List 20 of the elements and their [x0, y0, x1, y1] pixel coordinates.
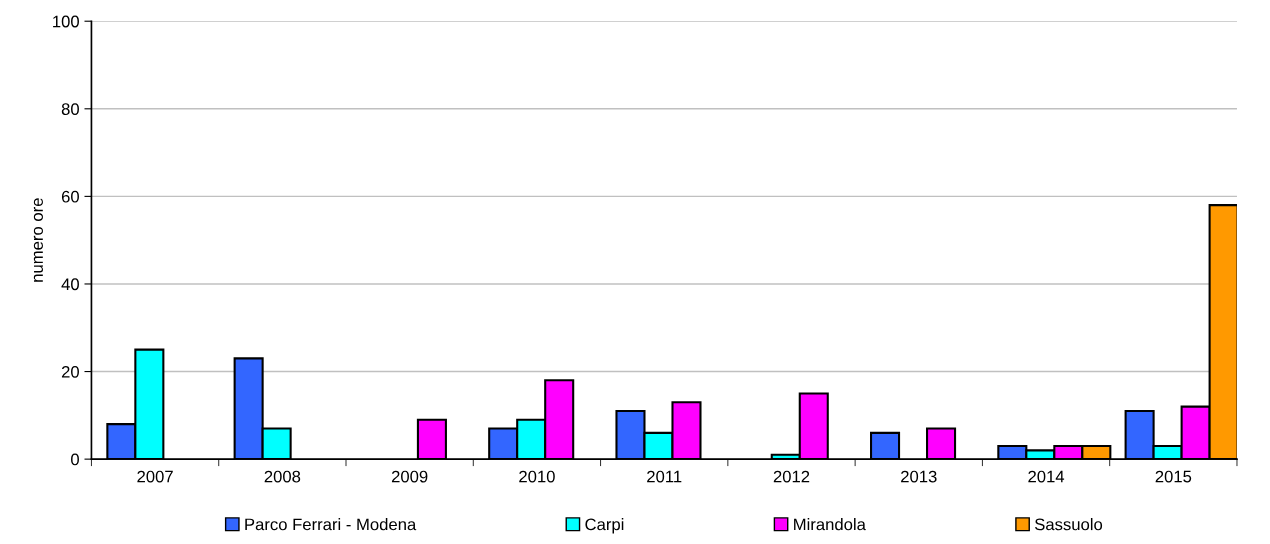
x-tick-label: 2014 — [1028, 470, 1065, 483]
legend-label: Sassuolo — [1034, 518, 1103, 531]
y-tick-label: 100 — [53, 15, 79, 28]
legend-label: Parco Ferrari - Modena — [245, 518, 417, 531]
y-tick-label: 60 — [61, 190, 79, 203]
y-axis-title: numero ore — [33, 198, 43, 282]
x-tick-label: 2007 — [137, 470, 173, 483]
legend-label: Carpi — [585, 518, 624, 534]
x-tick-label: 2009 — [391, 470, 428, 483]
legend-label: Mirandola — [794, 518, 866, 531]
y-tick-label: 20 — [61, 365, 79, 378]
y-tick-label: 40 — [61, 278, 79, 291]
x-tick-label: 2013 — [901, 470, 937, 483]
x-tick-label: 2011 — [647, 470, 682, 483]
y-tick-label: 80 — [61, 103, 79, 115]
x-tick-label: 2008 — [264, 470, 301, 483]
x-tick-label: 2010 — [519, 470, 555, 483]
x-tick-label: 2015 — [1155, 470, 1192, 483]
x-tick-label: 2012 — [773, 470, 810, 483]
y-tick-label: 0 — [71, 453, 79, 466]
